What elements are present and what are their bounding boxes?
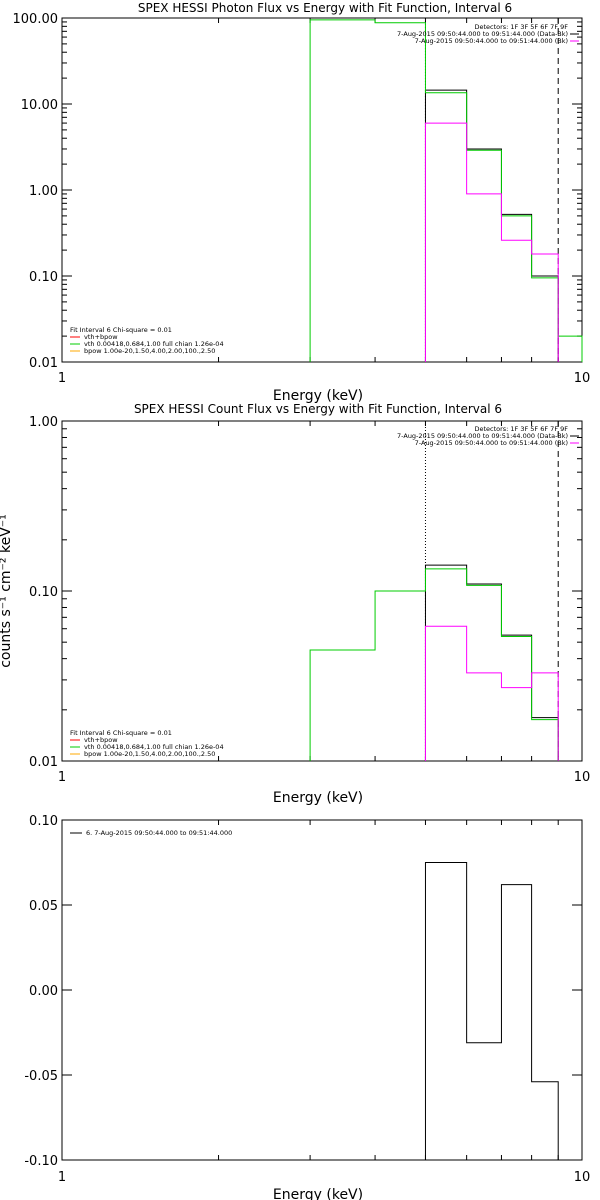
photon-legend-detectors: Detectors: 1F 3F 5F 6F 7F 9F — [474, 23, 568, 31]
y-tick-label: 0.01 — [29, 356, 58, 371]
photon-y-tick-labels: 0.01 0.10 1.00 10.00 100.00 — [13, 12, 59, 371]
count-legend-bk: 7-Aug-2015 09:50:44.000 to 09:51:44.000 … — [415, 439, 568, 447]
count-fit-bpow: bpow 1.00e-20,1.50,4.00,2.00,100.,2.50 — [84, 750, 215, 758]
series-vth — [309, 568, 559, 761]
count-marks — [61, 420, 583, 762]
photon-x-axis-label: Energy (keV) — [273, 388, 363, 404]
residual-y-tick-labels: -0.10 -0.05 0.00 0.05 0.10 — [24, 814, 58, 1169]
photon-marks — [61, 17, 583, 363]
photon-fit-info: Fit Interval 6 Chi-square = 0.01 vth+bpo… — [70, 326, 224, 355]
photon-legend-data-bk: 7-Aug-2015 09:50:44.000 to 09:51:44.000 … — [397, 30, 568, 38]
y-tick-label: 100.00 — [13, 12, 59, 27]
residual-legend-entry: 6. 7-Aug-2015 09:50:44.000 to 09:51:44.0… — [86, 829, 232, 837]
photon-fit-model: vth+bpow — [84, 333, 118, 341]
y-tick-label: 0.01 — [29, 755, 58, 770]
count-y-tick-labels: 0.01 0.10 1.00 — [29, 415, 58, 770]
count-legend-detectors: Detectors: 1F 3F 5F 6F 7F 9F — [474, 425, 568, 433]
residual-marks — [61, 819, 583, 1161]
count-plot-frame — [61, 420, 583, 762]
photon-plot-frame — [61, 17, 583, 363]
y-tick-label: -0.10 — [24, 1154, 58, 1169]
y-tick-label: 0.05 — [29, 899, 58, 914]
series-bk — [424, 625, 559, 761]
series-residual — [424, 862, 559, 1160]
y-tick-label: 0.10 — [29, 585, 58, 600]
series-data-bk — [424, 564, 559, 761]
photon-fit-bpow: bpow 1.00e-20,1.50,4.00,2.00,100.,2.50 — [84, 347, 215, 355]
count-fit-model: vth+bpow — [84, 736, 118, 744]
count-fit-vth: vth 0.00418,0.684,1.00 full chian 1.26e-… — [84, 743, 224, 751]
count-chart-title: SPEX HESSI Count Flux vs Energy with Fit… — [134, 402, 502, 416]
photon-chart-title: SPEX HESSI Photon Flux vs Energy with Fi… — [138, 1, 512, 15]
residual-x-axis-label: Energy (keV) — [273, 1187, 363, 1200]
residual-plot-frame — [61, 819, 583, 1161]
count-x-axis-label: Energy (keV) — [273, 790, 363, 806]
residual-x-tick-label: 10 — [574, 1170, 591, 1185]
count-x-tick-label: 1 — [58, 770, 66, 785]
photon-legend-bk: 7-Aug-2015 09:50:44.000 to 09:51:44.000 … — [415, 37, 568, 45]
y-tick-label: -0.05 — [24, 1069, 58, 1084]
photon-fit-interval: Fit Interval 6 Chi-square = 0.01 — [70, 326, 172, 334]
count-legend-data-bk: 7-Aug-2015 09:50:44.000 to 09:51:44.000 … — [397, 432, 568, 440]
series-vth — [309, 19, 583, 362]
series-data-bk — [424, 89, 559, 362]
y-tick-label: 10.00 — [21, 98, 58, 113]
y-tick-label: 0.10 — [29, 814, 58, 829]
count-fit-info: Fit Interval 6 Chi-square = 0.01 vth+bpo… — [70, 729, 224, 758]
residual-panel: -0.10 -0.05 0.00 0.05 0.10 1 10 Energy (keV)… — [24, 814, 590, 1200]
count-y-axis-label: counts s⁻¹ cm⁻² keV⁻¹ — [0, 514, 14, 668]
count-flux-panel: SPEX HESSI Count Flux vs Energy with Fit… — [0, 402, 590, 806]
residual-x-tick-label: 1 — [58, 1170, 66, 1185]
y-tick-label: 1.00 — [29, 415, 58, 430]
count-fit-interval: Fit Interval 6 Chi-square = 0.01 — [70, 729, 172, 737]
photon-x-tick-label: 10 — [574, 371, 591, 386]
photon-fit-vth: vth 0.00418,0.684,1.00 full chian 1.26e-… — [84, 340, 224, 348]
y-tick-label: 1.00 — [29, 184, 58, 199]
photon-x-tick-label: 1 — [58, 371, 66, 386]
y-tick-label: 0.00 — [29, 984, 58, 999]
series-bk — [424, 122, 559, 362]
count-x-tick-label: 10 — [574, 770, 591, 785]
photon-flux-panel: SPEX HESSI Photon Flux vs Energy with Fi… — [13, 1, 591, 404]
photon-legend-header: Detectors: 1F 3F 5F 6F 7F 9F 7-Aug-2015 … — [397, 23, 579, 45]
count-legend-header: Detectors: 1F 3F 5F 6F 7F 9F 7-Aug-2015 … — [397, 425, 579, 447]
y-tick-label: 0.10 — [29, 270, 58, 285]
